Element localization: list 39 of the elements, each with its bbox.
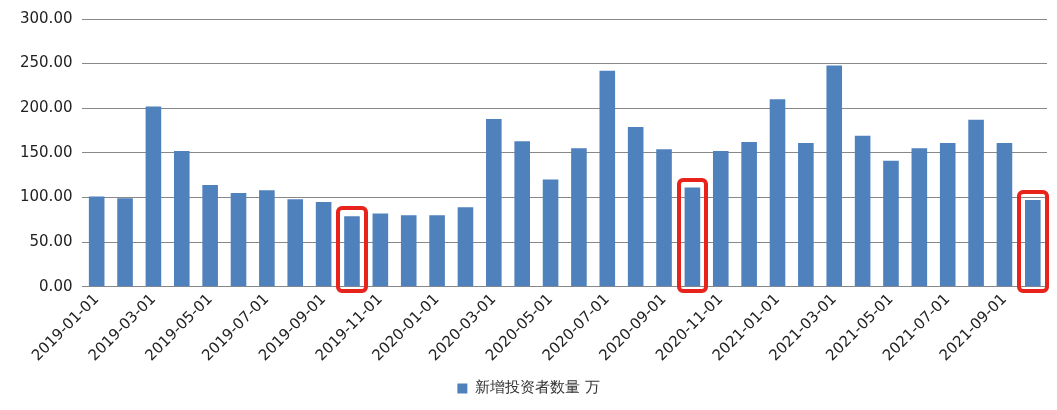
y-tick-label: 50.00: [29, 231, 73, 250]
bar: [315, 201, 332, 287]
bar: [571, 148, 587, 287]
bar: [826, 65, 843, 287]
bar: [656, 149, 672, 287]
bar: [117, 198, 133, 287]
bar: [372, 213, 389, 287]
bar: [798, 143, 814, 287]
y-tick-label: 150.00: [19, 142, 73, 161]
bar: [996, 143, 1013, 287]
bar: [486, 118, 502, 287]
y-tick-label: 250.00: [19, 53, 73, 72]
bar: [173, 151, 190, 287]
bar: [741, 142, 757, 287]
y-tick-label: 200.00: [19, 98, 73, 117]
bar: [88, 196, 105, 287]
y-tick-label: 300.00: [19, 8, 73, 27]
bar: [287, 199, 304, 287]
bar: [883, 160, 899, 287]
bar: [968, 119, 984, 287]
bar: [429, 215, 445, 287]
y-tick-label: 0.00: [39, 276, 73, 295]
bar: [939, 143, 956, 287]
bar: [259, 190, 275, 287]
bar: [599, 70, 616, 287]
bar: [769, 99, 786, 287]
bar: [457, 207, 474, 287]
bar: [400, 215, 417, 287]
bar: [627, 126, 644, 287]
bar: [712, 151, 729, 287]
bar: [854, 135, 871, 287]
bar: [145, 106, 162, 287]
bar: [514, 141, 530, 287]
bar: [542, 179, 559, 287]
bar: [202, 184, 218, 287]
legend-label: 新增投资者数量 万: [474, 378, 600, 397]
bar: [911, 148, 928, 287]
y-tick-label: 100.00: [19, 187, 73, 206]
bar: [230, 192, 247, 287]
